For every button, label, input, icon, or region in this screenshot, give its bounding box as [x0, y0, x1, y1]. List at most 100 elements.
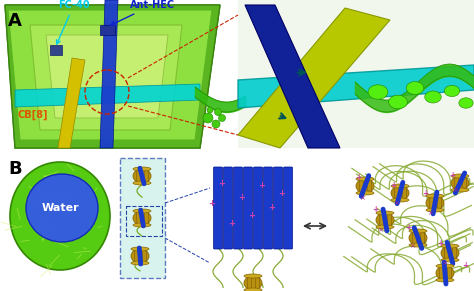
- Ellipse shape: [133, 167, 151, 171]
- Polygon shape: [120, 158, 165, 278]
- FancyBboxPatch shape: [213, 167, 222, 249]
- Polygon shape: [238, 8, 390, 148]
- Circle shape: [212, 120, 220, 128]
- Ellipse shape: [409, 243, 427, 247]
- Ellipse shape: [459, 98, 473, 108]
- Text: +: +: [238, 194, 246, 203]
- Ellipse shape: [426, 196, 444, 210]
- Ellipse shape: [376, 213, 394, 227]
- Polygon shape: [238, 0, 474, 148]
- Ellipse shape: [436, 264, 454, 268]
- Text: ×: ×: [452, 187, 458, 193]
- Polygon shape: [100, 25, 115, 35]
- FancyBboxPatch shape: [283, 167, 292, 249]
- Ellipse shape: [391, 186, 409, 200]
- Polygon shape: [15, 84, 200, 107]
- Text: +: +: [209, 198, 216, 207]
- Ellipse shape: [444, 85, 460, 97]
- Polygon shape: [5, 5, 220, 148]
- Ellipse shape: [133, 211, 151, 225]
- Ellipse shape: [436, 266, 454, 280]
- Polygon shape: [238, 65, 474, 108]
- Ellipse shape: [451, 176, 469, 190]
- FancyBboxPatch shape: [273, 167, 283, 249]
- Text: ×: ×: [409, 243, 415, 249]
- Text: +: +: [219, 178, 226, 187]
- Circle shape: [203, 113, 213, 123]
- Ellipse shape: [441, 244, 459, 248]
- Text: +: +: [228, 219, 236, 228]
- FancyBboxPatch shape: [234, 167, 243, 249]
- Ellipse shape: [426, 208, 444, 212]
- Ellipse shape: [133, 169, 151, 183]
- Ellipse shape: [131, 261, 149, 265]
- Ellipse shape: [409, 231, 427, 245]
- Text: +: +: [449, 171, 455, 180]
- Polygon shape: [58, 58, 85, 148]
- Text: +: +: [390, 182, 396, 191]
- Text: +: +: [372, 205, 378, 214]
- Ellipse shape: [356, 177, 374, 181]
- Ellipse shape: [441, 246, 459, 260]
- FancyBboxPatch shape: [224, 167, 233, 249]
- Text: +: +: [279, 189, 285, 198]
- Ellipse shape: [133, 209, 151, 213]
- Polygon shape: [245, 5, 340, 148]
- Circle shape: [215, 109, 221, 116]
- Ellipse shape: [244, 276, 262, 290]
- Ellipse shape: [425, 91, 441, 103]
- Text: A: A: [8, 12, 22, 30]
- FancyBboxPatch shape: [254, 167, 263, 249]
- Polygon shape: [8, 10, 212, 140]
- Text: +: +: [405, 223, 411, 233]
- Text: Water: Water: [41, 203, 79, 213]
- Ellipse shape: [391, 184, 409, 188]
- Text: +: +: [258, 182, 265, 191]
- Text: ×: ×: [441, 260, 447, 266]
- Ellipse shape: [376, 211, 394, 215]
- Text: Ant-HEC: Ant-HEC: [111, 0, 175, 25]
- Polygon shape: [50, 45, 62, 55]
- Text: CB[8]: CB[8]: [18, 110, 48, 120]
- Ellipse shape: [451, 174, 469, 178]
- Ellipse shape: [133, 223, 151, 227]
- Polygon shape: [5, 5, 220, 148]
- Ellipse shape: [406, 81, 424, 94]
- Ellipse shape: [131, 247, 149, 251]
- Ellipse shape: [436, 278, 454, 282]
- Ellipse shape: [133, 181, 151, 185]
- Text: +: +: [422, 189, 428, 198]
- Ellipse shape: [26, 174, 98, 242]
- Circle shape: [207, 107, 213, 113]
- Text: +: +: [248, 212, 255, 221]
- Polygon shape: [100, 0, 118, 148]
- Text: ×: ×: [377, 227, 383, 233]
- Polygon shape: [46, 35, 168, 118]
- Ellipse shape: [441, 258, 459, 262]
- Ellipse shape: [376, 225, 394, 229]
- Circle shape: [219, 114, 226, 122]
- Ellipse shape: [451, 188, 469, 192]
- Ellipse shape: [356, 191, 374, 195]
- Text: ×: ×: [393, 200, 399, 206]
- Text: +: +: [355, 173, 361, 182]
- Polygon shape: [30, 25, 182, 130]
- Ellipse shape: [244, 274, 262, 278]
- Text: ×: ×: [427, 210, 433, 216]
- FancyBboxPatch shape: [264, 167, 273, 249]
- FancyBboxPatch shape: [244, 167, 253, 249]
- Text: +: +: [462, 262, 468, 271]
- Ellipse shape: [244, 288, 262, 291]
- Ellipse shape: [131, 249, 149, 263]
- Ellipse shape: [10, 162, 110, 270]
- Text: +: +: [437, 239, 443, 248]
- Text: +: +: [268, 203, 275, 212]
- Ellipse shape: [389, 95, 407, 109]
- Ellipse shape: [368, 85, 388, 99]
- Ellipse shape: [409, 229, 427, 233]
- Text: ×: ×: [359, 195, 365, 201]
- Ellipse shape: [426, 194, 444, 198]
- Text: B: B: [8, 160, 22, 178]
- Ellipse shape: [356, 179, 374, 193]
- Ellipse shape: [391, 198, 409, 202]
